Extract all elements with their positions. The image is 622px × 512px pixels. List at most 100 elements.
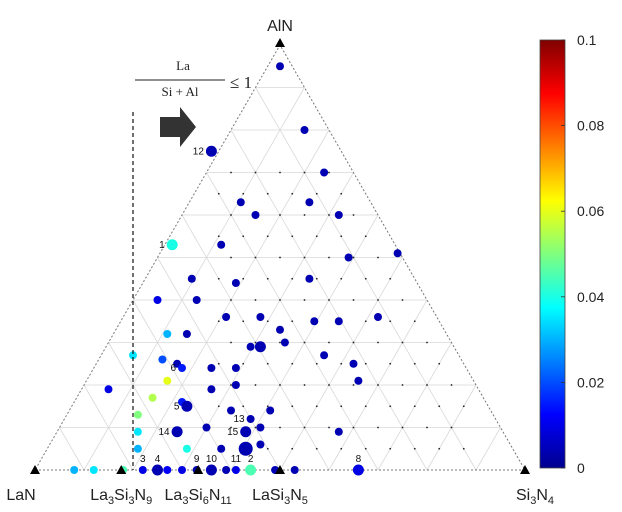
data-point	[163, 466, 172, 474]
data-point	[133, 444, 142, 453]
data-point	[246, 342, 255, 351]
grid-dot	[364, 277, 367, 280]
grid-dot	[242, 405, 245, 408]
grid-dot	[279, 426, 281, 429]
grid-dot	[279, 341, 281, 344]
grid-dot	[315, 277, 318, 280]
data-point-label: 14	[158, 427, 170, 438]
grid-dot	[438, 405, 441, 408]
ratio-denominator: Si + Al	[162, 84, 199, 99]
ratio-numerator: La	[176, 58, 190, 73]
data-point	[300, 126, 309, 134]
data-point	[205, 145, 217, 157]
data-point	[178, 364, 186, 372]
grid-dot	[352, 426, 355, 429]
data-point	[320, 168, 329, 177]
data-point	[344, 253, 353, 262]
colorbar-tick-label: 0	[577, 460, 585, 476]
apex-marker-top	[275, 38, 285, 47]
grid-dot	[340, 235, 343, 238]
data-point-label: 12	[193, 146, 205, 157]
apex-label-si3n4: Si3N4	[516, 487, 554, 507]
data-point	[70, 466, 79, 474]
data-point	[256, 440, 265, 449]
grid-dot	[328, 214, 330, 216]
grid-dot	[401, 426, 404, 429]
colorbar-tick-label: 0.08	[577, 118, 604, 134]
formula-part: La	[165, 487, 183, 504]
data-point	[352, 464, 364, 476]
grid-dot	[291, 235, 294, 238]
grid-dot	[401, 299, 404, 301]
grid-dot	[254, 299, 257, 301]
grid-dot	[352, 384, 355, 386]
grid-dot	[266, 320, 269, 323]
grid-dot	[315, 235, 318, 238]
grid-dot	[377, 341, 379, 344]
grid-dot	[230, 384, 232, 386]
data-point	[334, 211, 343, 219]
subscript: 9	[146, 495, 152, 507]
grid-dot	[254, 426, 257, 429]
data-point-label: 8	[356, 454, 362, 465]
data-point	[236, 198, 245, 207]
grid-dot	[328, 426, 330, 429]
colorbar-gradient	[539, 39, 566, 469]
grid-dot	[217, 320, 220, 323]
data-point	[222, 313, 231, 321]
grid-dot	[291, 447, 294, 450]
direction-arrow-icon	[160, 107, 196, 147]
grid-dot	[462, 447, 465, 450]
data-point	[320, 351, 329, 360]
data-point	[129, 351, 137, 360]
grid-dot	[328, 256, 330, 259]
grid-dot	[340, 277, 343, 280]
compound-marker	[116, 465, 127, 474]
data-point	[349, 359, 358, 368]
data-point-label: 3	[140, 454, 146, 465]
grid-dot	[315, 362, 318, 365]
data-point	[305, 274, 314, 283]
data-point	[202, 423, 211, 432]
subscript: 6	[203, 495, 209, 507]
data-point-label: 6	[170, 363, 176, 374]
grid-dot	[303, 341, 306, 344]
data-point	[251, 211, 260, 219]
data-point-label: 4	[155, 454, 161, 465]
data-point	[148, 393, 157, 402]
data-point-label: 15	[227, 427, 239, 438]
grid-dot	[413, 447, 416, 450]
grid-line	[132, 299, 232, 471]
data-point	[256, 313, 265, 321]
data-point	[222, 466, 231, 474]
grid-dot	[401, 384, 404, 386]
data-point	[153, 296, 162, 304]
subscript: 3	[530, 495, 536, 507]
grid-dot	[279, 171, 281, 174]
grid-dot	[364, 235, 367, 238]
subscript: 3	[182, 495, 188, 507]
data-point	[240, 426, 252, 438]
grid-dot	[389, 447, 392, 450]
data-point	[163, 376, 172, 385]
ratio-relation: ≤ 1	[230, 73, 252, 92]
grid-line	[83, 384, 134, 471]
grid-dot	[315, 447, 318, 450]
grid-dot	[413, 405, 416, 408]
compound-marker	[275, 465, 285, 474]
data-point	[207, 385, 216, 394]
apex-marker-left	[30, 465, 40, 474]
data-point	[231, 381, 240, 389]
colorbar: 0 0.02 0.04 0.06 0.08 0.1	[539, 32, 604, 476]
data-point	[217, 444, 226, 453]
data-point	[374, 313, 382, 321]
data-point-label: 10	[206, 454, 218, 465]
grid-dot	[426, 426, 428, 429]
grid-dot	[242, 192, 245, 195]
grid-dot	[364, 447, 367, 450]
grid-line	[59, 427, 85, 471]
grid-dot	[279, 299, 281, 301]
grid-dot	[266, 405, 269, 408]
data-point	[276, 325, 284, 334]
